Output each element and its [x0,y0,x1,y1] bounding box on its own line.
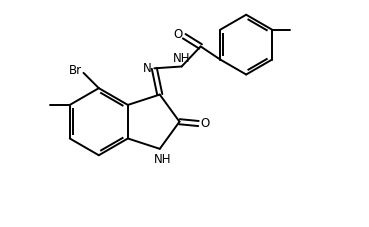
Text: O: O [173,28,182,41]
Text: NH: NH [154,153,172,165]
Text: N: N [144,62,152,75]
Text: Br: Br [69,64,82,77]
Text: NH: NH [173,52,190,65]
Text: O: O [200,117,210,130]
